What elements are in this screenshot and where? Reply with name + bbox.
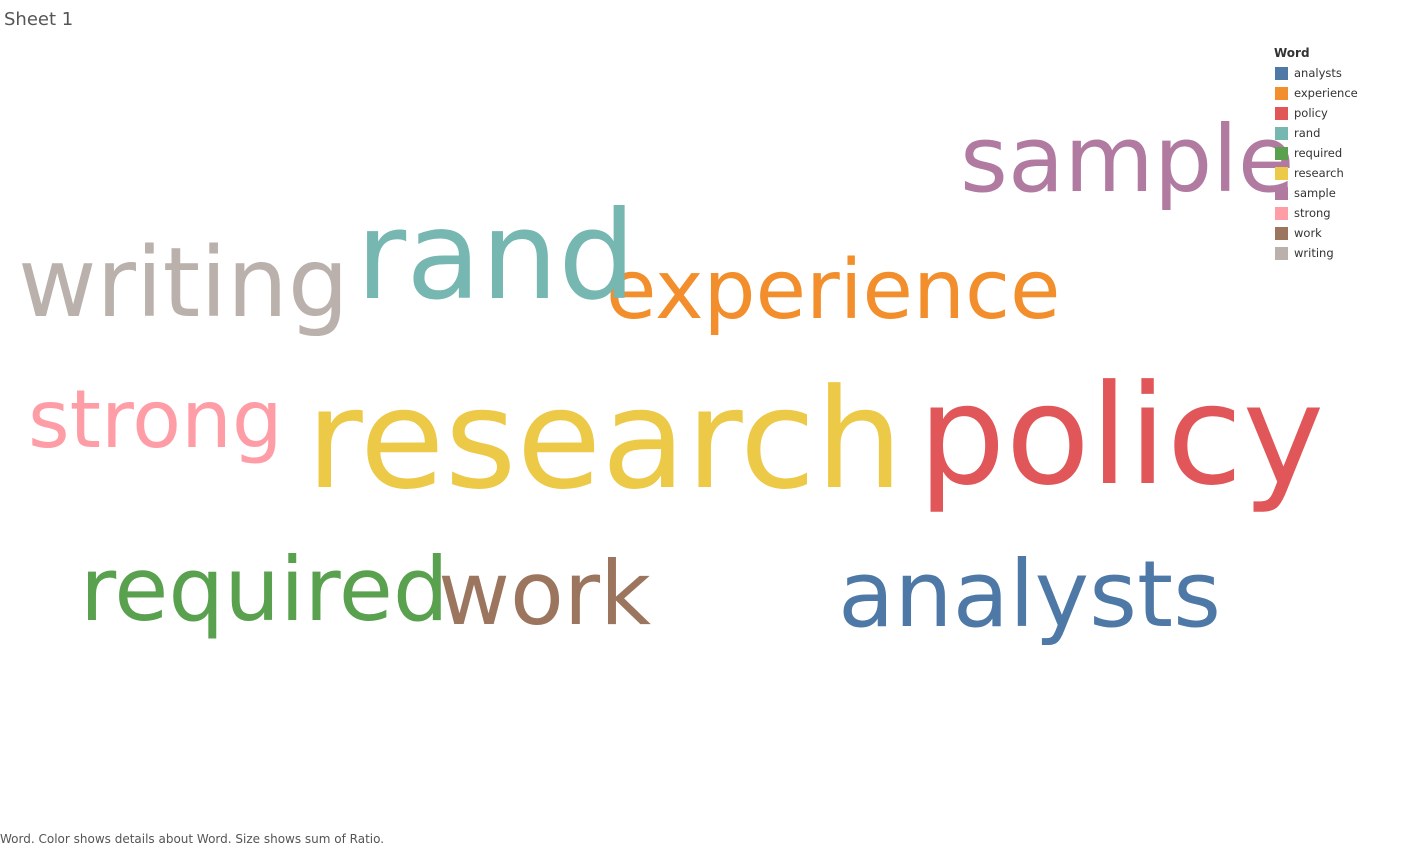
legend-item-required[interactable]: required [1274,143,1404,163]
legend-swatch [1275,86,1288,100]
legend-swatch [1275,206,1288,220]
legend-swatch [1275,166,1288,180]
legend-label: research [1294,166,1344,180]
color-legend: Word analysts experience policy rand require… [1274,45,1404,263]
legend-label: sample [1294,186,1336,200]
word-experience[interactable]: experience [606,243,1060,338]
legend-item-rand[interactable]: rand [1274,123,1404,143]
word-sample[interactable]: sample [960,106,1295,213]
legend-item-work[interactable]: work [1274,223,1404,243]
legend-label: writing [1294,246,1334,260]
legend-item-analysts[interactable]: analysts [1274,63,1404,83]
legend-label: required [1294,146,1343,160]
legend-item-research[interactable]: research [1274,163,1404,183]
legend-title: Word [1274,46,1310,60]
chart-caption: Word. Color shows details about Word. Si… [0,832,385,846]
word-research[interactable]: research [306,359,903,520]
legend-swatch [1275,126,1288,140]
legend-item-sample[interactable]: sample [1274,183,1404,203]
word-rand[interactable]: rand [356,185,636,327]
legend-item-experience[interactable]: experience [1274,83,1404,103]
word-analysts[interactable]: analysts [838,541,1221,648]
legend-swatch [1275,226,1288,240]
word-writing[interactable]: writing [18,227,349,339]
word-required[interactable]: required [80,538,449,641]
legend-label: analysts [1294,66,1342,80]
word-strong[interactable]: strong [28,373,283,466]
legend-swatch [1275,246,1288,260]
legend-swatch [1275,106,1288,120]
word-work[interactable]: work [438,542,651,645]
legend-item-policy[interactable]: policy [1274,103,1404,123]
legend-swatch [1275,146,1288,160]
legend-label: strong [1294,206,1331,220]
legend-label: policy [1294,106,1328,120]
legend-swatch [1275,186,1288,200]
legend-label: work [1294,226,1322,240]
word-policy[interactable]: policy [918,355,1324,516]
sheet-title: Sheet 1 [4,9,74,30]
legend-label: rand [1294,126,1321,140]
legend-swatch [1275,66,1288,80]
legend-item-writing[interactable]: writing [1274,243,1404,263]
legend-item-strong[interactable]: strong [1274,203,1404,223]
legend-label: experience [1294,86,1358,100]
